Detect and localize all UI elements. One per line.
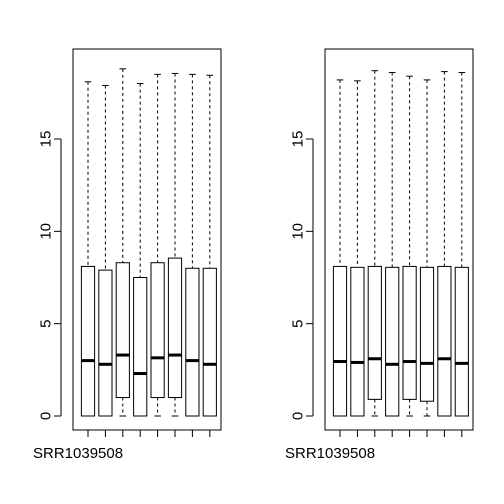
- x-tick-label: SRR1039508: [285, 445, 375, 462]
- box-7: [185, 73, 200, 417]
- y-tick-label: 0: [38, 412, 55, 420]
- iqr-box: [332, 265, 348, 417]
- iqr-box: [202, 267, 217, 417]
- iqr-box: [367, 265, 382, 400]
- box-6: [419, 79, 435, 417]
- iqr-box: [167, 257, 183, 399]
- box-4: [385, 72, 400, 417]
- iqr-box: [80, 265, 96, 417]
- y-tick-label: 0: [290, 412, 307, 420]
- boxplot-panel-2: 0 5 10 15 SRR1039508: [285, 48, 474, 462]
- box-8: [454, 72, 469, 417]
- box-8: [202, 74, 217, 417]
- box-3: [115, 68, 130, 417]
- iqr-box: [437, 265, 452, 417]
- box-4: [133, 83, 148, 417]
- iqr-box: [419, 266, 435, 402]
- iqr-box: [185, 267, 200, 417]
- box-5: [150, 73, 165, 417]
- box-2: [98, 84, 113, 417]
- box-1: [80, 81, 96, 417]
- y-tick-label: 10: [290, 223, 307, 240]
- box-1: [332, 79, 348, 417]
- y-tick-label: 5: [38, 319, 55, 327]
- iqr-box: [150, 262, 165, 399]
- y-tick-label: 15: [38, 131, 55, 148]
- iqr-box: [350, 266, 365, 417]
- x-tick-label: SRR1039508: [33, 445, 123, 462]
- box-6: [167, 72, 183, 417]
- y-tick-label: 5: [290, 319, 307, 327]
- box-7: [437, 71, 452, 417]
- iqr-box: [115, 262, 130, 399]
- box-5: [402, 75, 417, 417]
- iqr-box: [454, 266, 469, 417]
- y-tick-label: 10: [38, 223, 55, 240]
- iqr-box: [98, 269, 113, 417]
- iqr-box: [133, 277, 148, 417]
- y-tick-label: 15: [290, 131, 307, 148]
- iqr-box: [385, 266, 400, 417]
- box-2: [350, 80, 365, 417]
- boxplot-panel-1: 0 5 10 15 SRR1039508: [33, 48, 222, 462]
- iqr-box: [402, 265, 417, 400]
- box-3: [367, 70, 382, 417]
